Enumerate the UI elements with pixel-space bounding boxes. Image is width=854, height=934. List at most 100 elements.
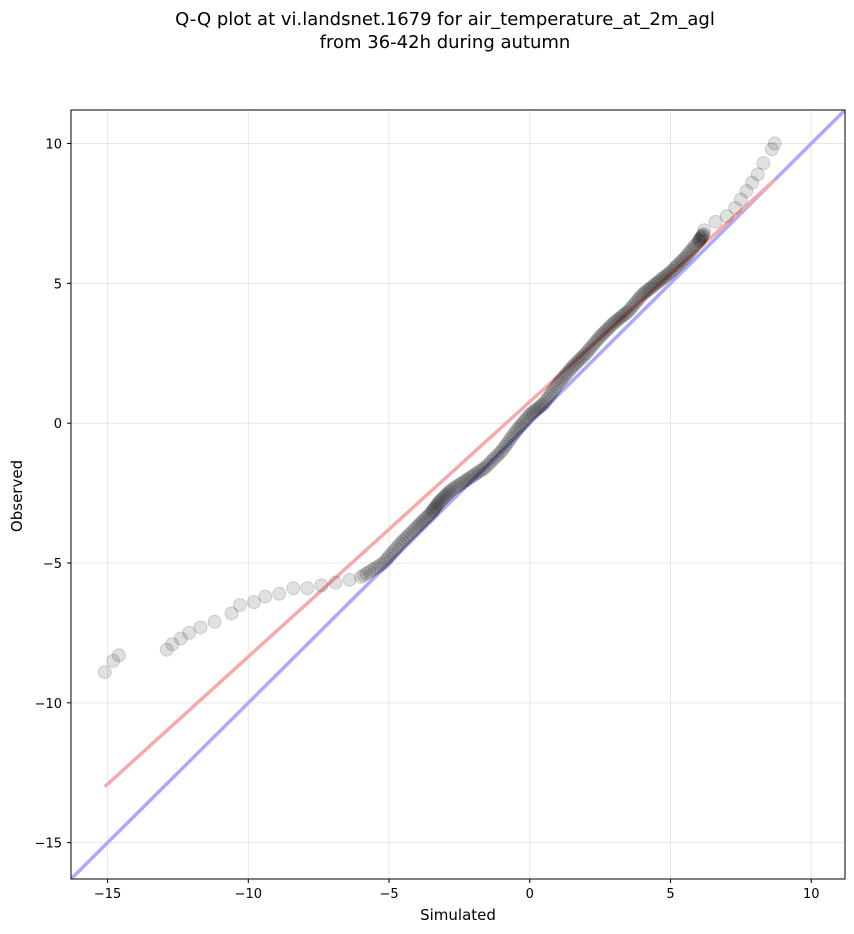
data-point: [610, 312, 625, 327]
data-point: [547, 381, 562, 396]
data-point: [286, 581, 301, 596]
data-point: [258, 589, 273, 604]
data-point: [454, 476, 469, 491]
data-point: [617, 307, 632, 322]
data-point: [356, 568, 371, 583]
data-point: [232, 597, 247, 612]
data-point: [688, 238, 703, 253]
x-axis-label: Simulated: [420, 906, 496, 924]
data-point: [422, 507, 437, 522]
data-point: [612, 311, 627, 326]
data-point: [538, 394, 553, 409]
grid-lines: [71, 110, 845, 879]
data-point: [661, 266, 676, 281]
data-point: [697, 223, 712, 238]
data-point: [663, 265, 678, 280]
y-tick-label: 10: [45, 138, 62, 153]
data-point: [496, 441, 511, 456]
data-point: [365, 563, 380, 578]
y-tick-label: −15: [35, 837, 62, 852]
data-point: [672, 256, 687, 271]
data-point: [674, 254, 689, 269]
data-point: [584, 339, 599, 354]
data-point: [370, 559, 385, 574]
data-point: [519, 411, 534, 426]
data-point: [654, 272, 669, 287]
data-point: [384, 546, 399, 561]
data-point: [667, 261, 682, 276]
data-point: [652, 273, 667, 288]
data-point: [545, 384, 560, 399]
data-point: [691, 234, 706, 249]
data-point: [529, 402, 544, 417]
data-point: [608, 314, 623, 329]
data-point: [668, 259, 683, 274]
data-point: [484, 454, 499, 469]
data-point: [694, 230, 709, 245]
data-point: [575, 349, 590, 364]
data-point: [429, 498, 444, 513]
data-point: [473, 463, 488, 478]
data-point: [582, 342, 597, 357]
chart-title-line-2: from 36-42h during autumn: [319, 32, 571, 53]
data-point: [543, 386, 558, 401]
data-point: [719, 209, 734, 224]
data-point: [695, 229, 710, 244]
data-point: [342, 572, 357, 587]
data-point: [431, 495, 446, 510]
data-point: [173, 631, 188, 646]
data-point: [645, 279, 660, 294]
data-point: [328, 575, 343, 590]
data-point: [515, 416, 530, 431]
data-point: [524, 406, 539, 421]
data-point: [378, 553, 393, 568]
data-point: [659, 267, 674, 282]
data-point: [382, 548, 397, 563]
data-point: [563, 362, 578, 377]
data-point: [552, 374, 567, 389]
data-point: [677, 251, 692, 266]
data-point: [408, 521, 423, 536]
data-point: [635, 287, 650, 302]
identity-line: [71, 110, 845, 879]
data-point: [434, 493, 449, 508]
x-tick-label: −15: [94, 887, 121, 902]
data-point: [624, 300, 639, 315]
y-tick-label: −5: [43, 557, 62, 572]
data-point: [591, 331, 606, 346]
data-point: [745, 175, 760, 190]
data-point: [246, 595, 261, 610]
data-point: [533, 399, 548, 414]
data-point: [756, 156, 771, 171]
data-point: [399, 530, 414, 545]
x-tick-label: −5: [379, 887, 398, 902]
x-tick-label: 5: [666, 887, 674, 902]
data-point: [733, 192, 748, 207]
data-point: [438, 488, 453, 503]
data-point: [601, 320, 616, 335]
data-point: [570, 355, 585, 370]
data-point: [159, 642, 174, 657]
data-point: [314, 578, 329, 593]
data-point: [689, 236, 704, 251]
data-point: [696, 227, 711, 242]
data-point: [492, 446, 507, 461]
data-point: [467, 467, 482, 482]
data-point: [417, 512, 432, 527]
data-point: [415, 514, 430, 529]
data-point: [506, 427, 521, 442]
data-point: [598, 324, 613, 339]
fit-line: [103, 178, 776, 789]
data-point: [425, 504, 440, 519]
plot-frame: [70, 109, 846, 880]
data-point: [658, 269, 673, 284]
data-point: [448, 480, 463, 495]
data-point: [586, 337, 601, 352]
data-point: [767, 136, 782, 151]
data-point: [637, 286, 652, 301]
data-point: [411, 517, 426, 532]
data-point: [521, 409, 536, 424]
data-point: [651, 274, 666, 289]
data-point: [462, 470, 477, 485]
data-point: [564, 360, 579, 375]
